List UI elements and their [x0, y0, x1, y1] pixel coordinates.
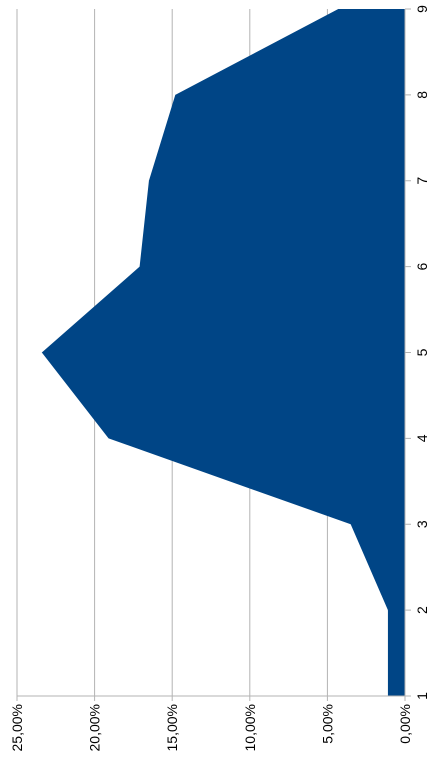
- value-tick-label: 25,00%: [9, 704, 25, 751]
- value-tick-label: 0,00%: [397, 704, 413, 744]
- area-fill: [41, 9, 405, 696]
- value-tick-label: 5,00%: [319, 704, 335, 744]
- category-tick-label: 5: [414, 348, 430, 356]
- axes: [16, 8, 411, 701]
- value-tick-label: 15,00%: [164, 704, 180, 751]
- area-series: [41, 8, 405, 697]
- tick-labels: 0,00% 5,00% 10,00% 15,00% 20,00% 25,00% 1 2 3 4 5 6…: [9, 5, 430, 752]
- category-tick-label: 1: [414, 692, 430, 700]
- category-tick-label: 2: [414, 606, 430, 614]
- category-tick-label: 6: [414, 263, 430, 271]
- category-tick-label: 9: [414, 5, 430, 13]
- value-tick-label: 20,00%: [87, 704, 103, 751]
- category-tick-label: 4: [414, 434, 430, 442]
- category-tick-label: 7: [414, 177, 430, 185]
- category-tick-label: 8: [414, 91, 430, 99]
- value-tick-label: 10,00%: [242, 704, 258, 751]
- category-tick-label: 3: [414, 520, 430, 528]
